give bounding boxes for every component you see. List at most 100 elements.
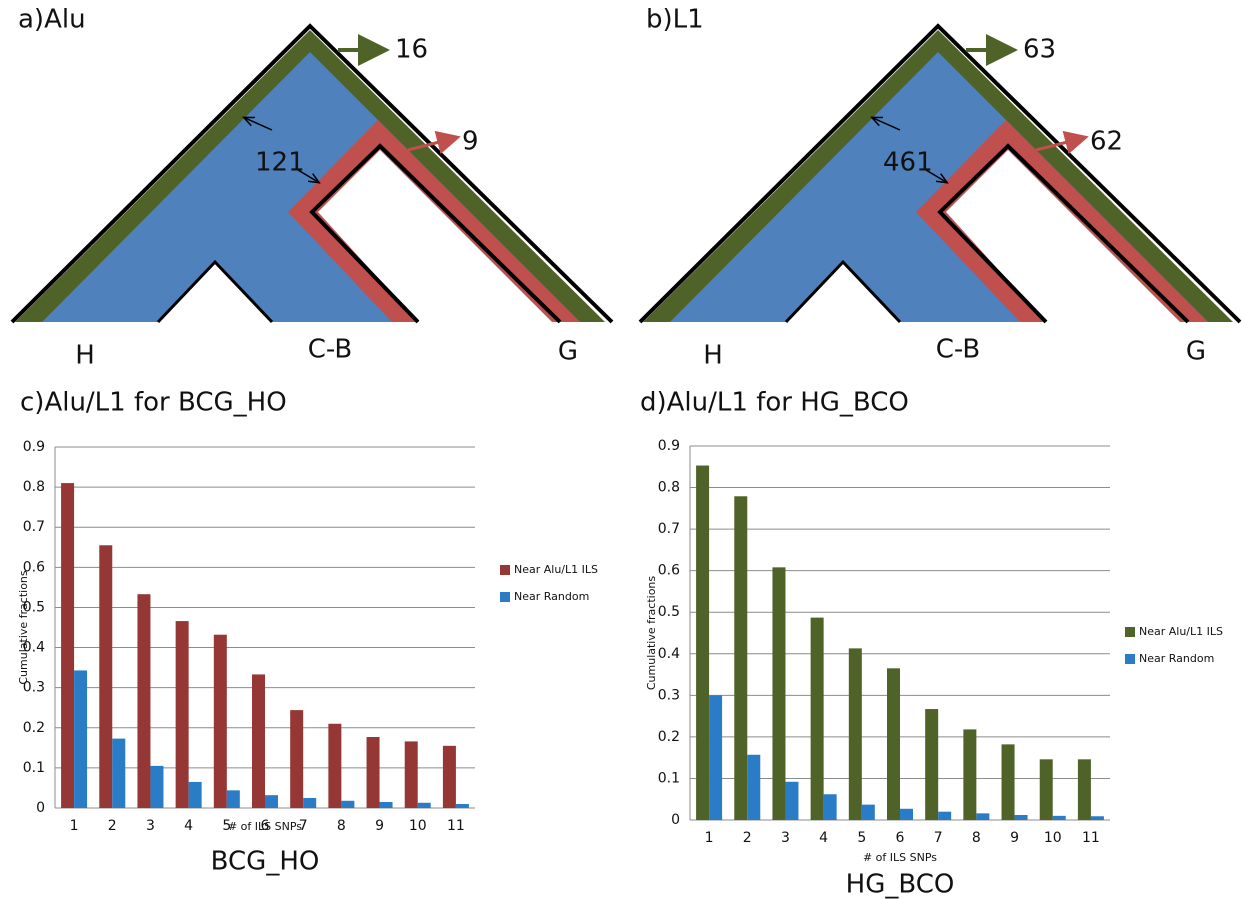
x-tick-label: 8 [972,830,981,846]
bar [785,782,798,820]
x-tick-label: 5 [857,830,866,846]
leaf-label: G [558,337,578,367]
bar [1040,759,1053,820]
bar [99,545,112,808]
shared-count: 461 [883,148,933,178]
x-tick-label: 10 [409,818,427,834]
legend-label: Near Alu/L1 ILS [1139,625,1223,638]
leaf-label: C-B [308,335,352,365]
bar [925,709,938,820]
legend-label: Near Alu/L1 ILS [514,563,598,576]
legend-swatch [1125,627,1135,637]
bar [1091,816,1104,820]
bar [696,466,709,820]
bar [137,594,150,808]
bar [1002,744,1015,820]
legend-swatch [1125,654,1135,664]
leaf-label: G [1186,337,1206,367]
bar [252,674,265,808]
x-tick-label: 1 [705,830,714,846]
y-tick-label: 0.7 [658,521,680,537]
y-tick-label: 0 [671,812,680,828]
x-tick-label: 9 [375,818,384,834]
y-tick-label: 0.7 [23,519,45,535]
y-tick-label: 0.8 [23,479,45,495]
legend-label: Near Random [514,590,589,603]
y-tick-label: 0.2 [658,729,680,745]
x-tick-label: 11 [1082,830,1100,846]
panel-label: b)L1 [646,5,704,35]
outer-count: 63 [1023,35,1056,65]
caption: HG_BCO [846,870,955,899]
bar [1078,759,1091,820]
inner-count: 9 [462,127,479,157]
bar [189,782,202,808]
bar [887,668,900,820]
bar [963,729,976,820]
chart-title: d)Alu/L1 for HG_BCO [640,388,909,418]
x-tick-label: 6 [896,830,905,846]
bar [405,741,418,808]
bar [290,710,303,808]
inner-count: 62 [1090,127,1123,157]
chart-title: c)Alu/L1 for BCG_HO [20,388,287,418]
bar [900,809,913,820]
x-tick-label: 10 [1044,830,1062,846]
y-tick-label: 0.9 [658,438,680,454]
bar [811,618,824,820]
shared-count: 121 [255,148,305,178]
x-tick-label: 4 [184,818,193,834]
figure: a)Alu169121HC-BGb)L16362461HC-BG00.10.20… [0,0,1245,899]
bar [214,635,227,808]
outer-count: 16 [395,35,428,65]
x-tick-label: 3 [146,818,155,834]
bar [303,798,316,808]
y-tick-label: 0.2 [23,720,45,736]
y-axis-label: Cumulative fractions [645,576,658,691]
bar [418,803,431,808]
bar [747,755,760,820]
y-tick-label: 0.4 [658,646,680,662]
bar [150,766,163,808]
y-tick-label: 0.1 [658,770,680,786]
y-tick-label: 0.9 [23,439,45,455]
leaf-label: C-B [936,335,980,365]
bar [443,746,456,808]
legend-swatch [500,565,510,575]
x-axis-label: # of ILS SNPs [228,820,302,833]
bar [227,790,240,808]
bar [380,802,393,808]
x-tick-label: 4 [819,830,828,846]
y-axis-label: Cumulative fractions [17,570,30,685]
x-tick-label: 9 [1010,830,1019,846]
bar [1015,815,1028,820]
y-tick-label: 0.3 [658,687,680,703]
bar [938,812,951,820]
leaf-label: H [703,341,723,371]
bar [734,496,747,820]
y-tick-label: 0.1 [23,760,45,776]
bar [328,724,341,808]
bar [976,813,989,820]
panel-label: a)Alu [18,5,86,35]
bar [862,805,875,820]
caption: BCG_HO [211,847,320,877]
bar [61,483,74,808]
bar [849,648,862,820]
x-tick-label: 3 [781,830,790,846]
x-tick-label: 7 [934,830,943,846]
x-tick-label: 2 [743,830,752,846]
tree-panel: b)L1 63 62 461 H C-B G [640,5,1240,371]
bar [824,794,837,820]
x-tick-label: 2 [108,818,117,834]
bar [367,737,380,808]
bar [265,795,278,808]
y-tick-label: 0.6 [658,563,680,579]
x-tick-label: 8 [337,818,346,834]
bar [74,670,87,808]
x-tick-label: 1 [70,818,79,834]
y-tick-label: 0.8 [658,480,680,496]
bar [772,567,785,820]
bar [456,804,469,808]
